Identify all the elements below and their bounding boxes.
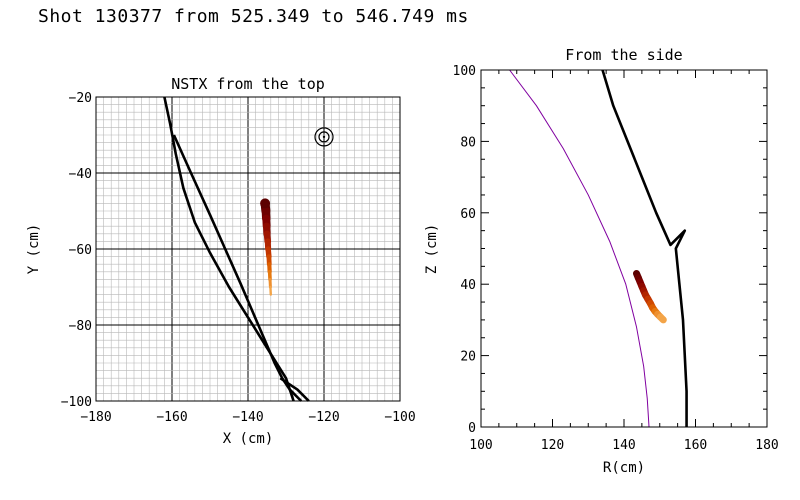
y-tick-label: 60 — [460, 207, 476, 222]
target-outer-ring-icon — [314, 127, 334, 147]
top-view-title: NSTX from the top — [171, 75, 325, 93]
series-separatrix-arc — [509, 69, 650, 428]
x-tick-label: 120 — [541, 438, 564, 453]
top-view-x-ticks: −180 −160 −140 −120 −100 — [80, 395, 416, 425]
x-tick-label: 100 — [469, 438, 492, 453]
y-tick-label: 20 — [460, 350, 476, 365]
top-view-y-axis-title: Y (cm) — [26, 224, 42, 275]
x-tick-label: −180 — [80, 410, 111, 425]
top-view-grid — [95, 96, 401, 402]
top-view-x-axis-title: X (cm) — [223, 431, 274, 447]
main-title: Shot 130377 from 525.349 to 546.749 ms — [38, 6, 469, 27]
side-view-series — [509, 69, 688, 428]
top-view-panel: NSTX from the top −180 −160 −140 −120 −100 −… — [26, 75, 416, 447]
side-view-y-ticks: 0 20 40 60 80 100 — [453, 64, 476, 436]
y-tick-label: 40 — [460, 278, 476, 293]
x-tick-label: −120 — [308, 410, 339, 425]
top-view-y-ticks: −100 −80 −60 −40 −20 — [61, 91, 102, 410]
side-view-panel: From the side 100 120 140 160 180 0 20 40 60 80 1… — [424, 46, 779, 476]
side-view-minor-ticks — [480, 69, 768, 428]
top-view-target-marker — [314, 127, 334, 147]
x-tick-label: −160 — [156, 410, 187, 425]
x-tick-label: −100 — [384, 410, 415, 425]
y-tick-label: −80 — [69, 319, 92, 334]
y-tick-label: −100 — [61, 395, 92, 410]
trajectory-segment — [656, 313, 667, 324]
y-tick-label: 100 — [453, 64, 476, 79]
y-tick-label: −40 — [69, 167, 92, 182]
side-view-trajectory — [633, 269, 667, 324]
target-inner-ring-icon — [318, 131, 330, 143]
side-view-frame — [480, 69, 768, 428]
top-view-trajectory — [260, 198, 272, 296]
series-wall-boundary — [601, 69, 688, 427]
top-view-series — [163, 96, 310, 402]
x-tick-label: 160 — [684, 438, 707, 453]
x-tick-label: 180 — [755, 438, 778, 453]
target-center-dot-icon — [322, 135, 326, 139]
y-tick-label: 80 — [460, 135, 476, 150]
y-tick-label: 0 — [468, 421, 476, 436]
y-tick-label: −20 — [69, 91, 92, 106]
side-view-title: From the side — [565, 46, 682, 64]
series-gas-puff-view — [279, 377, 310, 402]
y-tick-label: −60 — [69, 243, 92, 258]
x-tick-label: 140 — [612, 438, 635, 453]
x-tick-label: −140 — [232, 410, 263, 425]
side-view-x-ticks: 100 120 140 160 180 — [469, 438, 778, 453]
side-view-x-axis-title: R(cm) — [603, 460, 645, 476]
trajectory-start-point — [260, 198, 271, 209]
side-view-y-axis-title: Z (cm) — [424, 224, 440, 275]
series-inner-boundary — [172, 134, 303, 402]
